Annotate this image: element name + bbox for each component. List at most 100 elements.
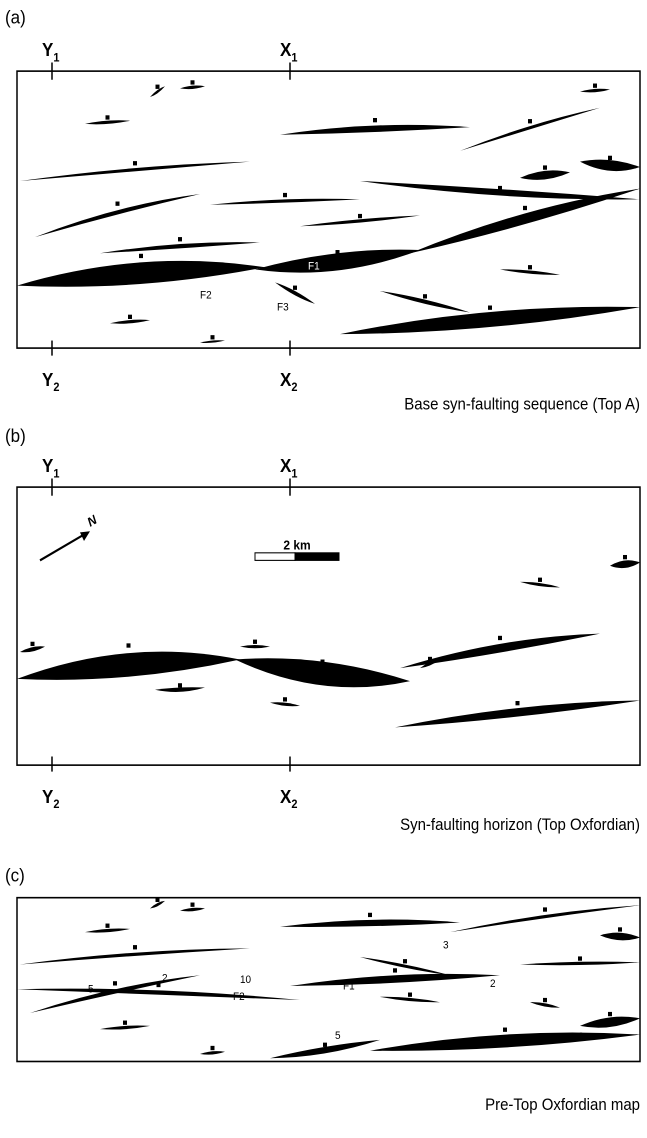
fault-trace — [300, 215, 420, 227]
fault-trace — [520, 170, 570, 180]
throw-tick — [283, 192, 287, 198]
label-sub: 1 — [53, 52, 60, 64]
throw-tick — [123, 1020, 127, 1025]
label-letter: Y — [42, 39, 54, 60]
throw-tick — [105, 115, 110, 120]
section-label: Y2 — [42, 786, 59, 811]
throw-tick — [423, 294, 427, 299]
throw-tick — [139, 253, 143, 259]
throw-tick — [528, 265, 532, 270]
label-sub: 2 — [53, 799, 59, 811]
label-sub: 1 — [291, 52, 298, 64]
label-letter: Y — [42, 786, 54, 807]
fault-trace — [380, 290, 470, 313]
throw-tick — [133, 945, 137, 950]
throw-tick — [528, 119, 532, 124]
throw-tick — [608, 1011, 612, 1017]
throw-tick — [210, 1045, 215, 1051]
throw-tick — [488, 305, 492, 310]
fault-trace — [155, 687, 205, 692]
throw-tick — [618, 927, 622, 932]
scale-label: 2 km — [283, 538, 310, 553]
fault-label: 3 — [443, 940, 449, 951]
fault-trace — [200, 1051, 225, 1055]
fault-trace — [110, 319, 150, 324]
fault-trace — [580, 159, 640, 172]
label-letter: Y — [42, 369, 54, 390]
fault-label: F2 — [233, 992, 245, 1003]
fault-trace — [150, 86, 165, 97]
fault-trace — [210, 198, 360, 205]
throw-tick — [503, 1027, 507, 1032]
fault-trace — [20, 646, 45, 653]
label-letter: X — [280, 39, 292, 60]
throw-tick — [30, 641, 35, 647]
throw-tick — [190, 80, 195, 85]
throw-tick — [358, 213, 362, 219]
fault-trace — [580, 88, 610, 93]
fault-trace — [420, 659, 440, 669]
throw-tick — [368, 912, 372, 918]
fault-trace — [610, 560, 640, 569]
fault-trace — [35, 193, 200, 238]
north-arrow — [39, 531, 90, 562]
fault-trace — [580, 1016, 640, 1028]
fault-trace — [395, 700, 640, 728]
throw-tick — [523, 205, 527, 211]
map-frame — [16, 486, 641, 766]
fault-trace — [275, 282, 315, 304]
label-letter: X — [280, 455, 292, 476]
fault-trace — [360, 181, 640, 200]
fault-trace — [85, 120, 130, 125]
label-sub: 1 — [53, 468, 60, 480]
fault-trace — [255, 249, 420, 273]
throw-tick — [283, 697, 287, 702]
throw-tick — [335, 250, 340, 255]
section-label: Y2 — [42, 369, 59, 394]
fault-trace — [370, 1032, 640, 1051]
fault-trace — [280, 124, 470, 135]
panel-label: (a) — [5, 7, 26, 28]
fault-trace — [270, 1039, 380, 1059]
throw-tick — [155, 84, 160, 89]
fault-trace — [150, 900, 165, 909]
fault-trace — [20, 161, 250, 182]
section-label: Y1 — [42, 39, 60, 64]
fault-label: F2 — [200, 290, 212, 301]
fault-trace — [200, 340, 225, 343]
fault-trace — [17, 988, 300, 1001]
fault-trace — [340, 306, 640, 335]
fault-trace — [100, 242, 260, 254]
section-label: Y1 — [42, 455, 60, 480]
throw-tick — [428, 656, 432, 662]
throw-tick — [515, 701, 520, 706]
fault-trace — [290, 973, 500, 987]
caption: Pre-Top Oxfordian map — [485, 1097, 640, 1115]
label-sub: 2 — [291, 799, 297, 811]
throw-tick — [115, 201, 120, 206]
throw-tick — [498, 635, 502, 641]
throw-tick — [403, 959, 407, 964]
fault-label: F3 — [277, 302, 289, 313]
throw-tick — [293, 285, 297, 290]
label-sub: 1 — [291, 468, 298, 480]
throw-tick — [178, 683, 182, 688]
scale-bar — [294, 552, 340, 561]
throw-tick — [113, 981, 117, 986]
fault-label: F1 — [343, 981, 355, 992]
fault-trace — [600, 932, 640, 941]
section-label: X1 — [280, 39, 298, 64]
faults — [17, 897, 640, 1059]
throw-tick — [543, 997, 547, 1003]
fault-trace — [520, 961, 640, 966]
throw-tick — [543, 165, 547, 170]
north-label: N — [85, 512, 100, 530]
scale-bar — [254, 552, 296, 561]
throw-tick — [373, 118, 377, 123]
faults — [17, 62, 640, 356]
label-sub: 2 — [53, 382, 59, 394]
throw-tick — [156, 982, 161, 988]
section-label: X2 — [280, 369, 297, 394]
label-letter: X — [280, 786, 292, 807]
